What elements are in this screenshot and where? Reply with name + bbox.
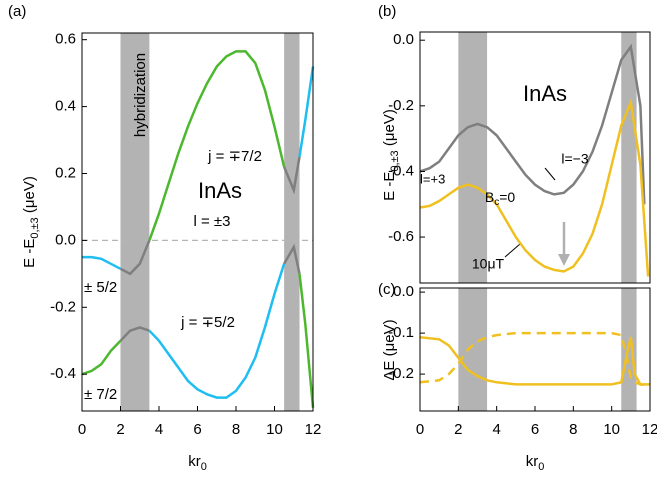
x-axis-label: kr0	[526, 453, 545, 473]
plot-frame	[419, 31, 651, 284]
y-tick-label: 0.6	[55, 31, 76, 48]
band	[120, 33, 150, 411]
x-tick-label: 10	[266, 421, 283, 438]
curve	[119, 239, 151, 276]
leader-line	[504, 243, 521, 258]
y-tick-label: 0.0	[393, 283, 414, 300]
x-tick-label: 0	[416, 421, 424, 438]
annotation: j = ∓7/2	[207, 148, 262, 165]
bc-rest: =0	[499, 189, 515, 205]
curve	[148, 263, 286, 399]
x-tick-label: 8	[232, 421, 240, 438]
annotation: InAs	[523, 81, 567, 106]
x-tick-label: 6	[531, 421, 539, 438]
annotation: ± 5/2	[84, 279, 117, 296]
y-tick-label: -0.2	[388, 97, 414, 114]
y-label-unit: (μeV)	[21, 176, 38, 217]
y-label-sub: 0,±3	[389, 150, 401, 171]
curve	[82, 255, 122, 270]
y-label-main: E -E	[381, 172, 398, 201]
curve	[81, 339, 122, 376]
leader-line	[544, 167, 556, 181]
x-tick-label: 10	[603, 421, 620, 438]
y-tick-label: -0.4	[50, 365, 76, 382]
x-tick-label: 2	[454, 421, 462, 438]
bc-main: B	[485, 189, 494, 205]
x-label-sub: 0	[538, 461, 544, 473]
curve	[119, 326, 150, 342]
annotation: l=+3	[420, 171, 445, 186]
curve	[148, 50, 286, 241]
curve	[298, 66, 315, 157]
x-tick-label: 4	[155, 421, 163, 438]
x-axis-label: kr0	[188, 453, 207, 473]
x-tick-label: 2	[116, 421, 124, 438]
x-tick-label: 12	[642, 421, 657, 438]
annotation: l = ±3	[193, 213, 230, 230]
y-axis-label: E -E0,±3 (μeV)	[21, 176, 41, 268]
y-tick-label: -0.6	[388, 228, 414, 245]
bc-sub: c	[494, 197, 499, 208]
x-tick-label: 0	[78, 421, 86, 438]
panel-label: (a)	[8, 3, 26, 20]
curve	[298, 273, 315, 408]
curve	[283, 243, 301, 275]
arrow-head	[558, 254, 570, 266]
curve	[419, 97, 650, 277]
annotation: 10μT	[472, 256, 505, 272]
y-label-main: ΔE (μeV)	[381, 319, 398, 380]
y-label-sub: 0,±3	[29, 217, 41, 238]
y-tick-label: -0.1	[388, 324, 414, 341]
y-tick-label: 0.2	[55, 164, 76, 181]
curve	[419, 331, 651, 387]
y-label-unit: (μeV)	[381, 109, 398, 150]
annotation: l=−3	[561, 151, 588, 167]
y-axis-label: ΔE (μeV)	[381, 319, 398, 380]
x-tick-label: 8	[569, 421, 577, 438]
curve	[419, 335, 650, 386]
panel-label: (c)	[378, 281, 396, 298]
x-tick-label: 6	[193, 421, 201, 438]
band	[458, 288, 488, 411]
y-tick-label: -0.4	[388, 162, 414, 179]
band	[621, 32, 637, 283]
y-tick-label: 0.0	[393, 31, 414, 48]
annotation: hybridization	[132, 53, 149, 137]
y-tick-label: -0.2	[50, 298, 76, 315]
y-label-main: E -E	[21, 239, 38, 268]
y-tick-label: 0.4	[55, 98, 76, 115]
x-tick-label: 4	[492, 421, 500, 438]
annotation: j = ∓5/2	[180, 314, 235, 331]
curve	[419, 43, 646, 205]
panel-label: (b)	[378, 3, 396, 20]
y-tick-label: -0.2	[388, 365, 414, 382]
x-label-main: kr	[188, 453, 201, 470]
band	[284, 33, 300, 411]
x-label-main: kr	[526, 453, 539, 470]
y-tick-label: 0.0	[55, 231, 76, 248]
y-axis-label: E -E0,±3 (μeV)	[381, 109, 401, 201]
x-label-sub: 0	[201, 461, 207, 473]
plot-frame	[419, 287, 651, 412]
x-tick-label: 12	[305, 421, 322, 438]
annotation: InAs	[198, 178, 242, 203]
band	[458, 32, 488, 283]
annotation: Bc=0	[485, 189, 516, 208]
curve	[282, 156, 301, 195]
annotation: ± 7/2	[84, 386, 117, 403]
